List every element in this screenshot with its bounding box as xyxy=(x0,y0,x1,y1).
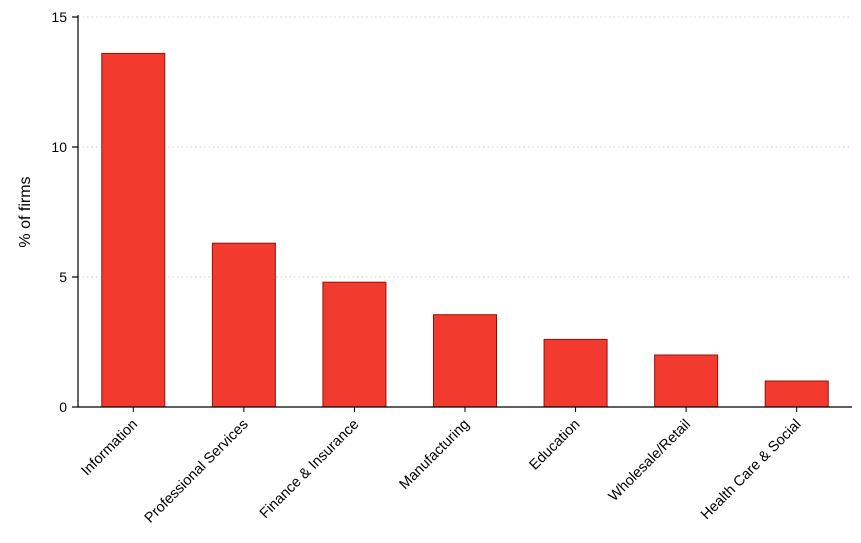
bar-0 xyxy=(101,52,166,408)
x-tick-label-5: Wholesale/Retail xyxy=(606,417,694,505)
bar-3 xyxy=(432,314,498,408)
x-tick-label-3: Manufacturing xyxy=(397,417,473,493)
x-tick-label-1: Professional Services xyxy=(142,417,252,527)
x-tick-label-2: Finance & Insurance xyxy=(257,417,362,522)
bar-2 xyxy=(322,281,387,408)
y-tick-label-2: 10 xyxy=(51,139,67,155)
y-tick-label-0: 0 xyxy=(59,399,67,415)
bar-6 xyxy=(764,380,829,408)
x-tick-label-4: Education xyxy=(526,417,583,474)
bar-4 xyxy=(543,338,608,408)
bar-1 xyxy=(211,242,276,408)
y-tick-label-1: 5 xyxy=(59,269,67,285)
y-tick-label-3: 15 xyxy=(51,9,67,25)
bar-5 xyxy=(654,354,719,408)
x-tick-label-0: Information xyxy=(79,417,142,480)
y-axis-title: % of firms xyxy=(17,176,34,248)
x-tick-label-6: Health Care & Social xyxy=(698,417,804,523)
